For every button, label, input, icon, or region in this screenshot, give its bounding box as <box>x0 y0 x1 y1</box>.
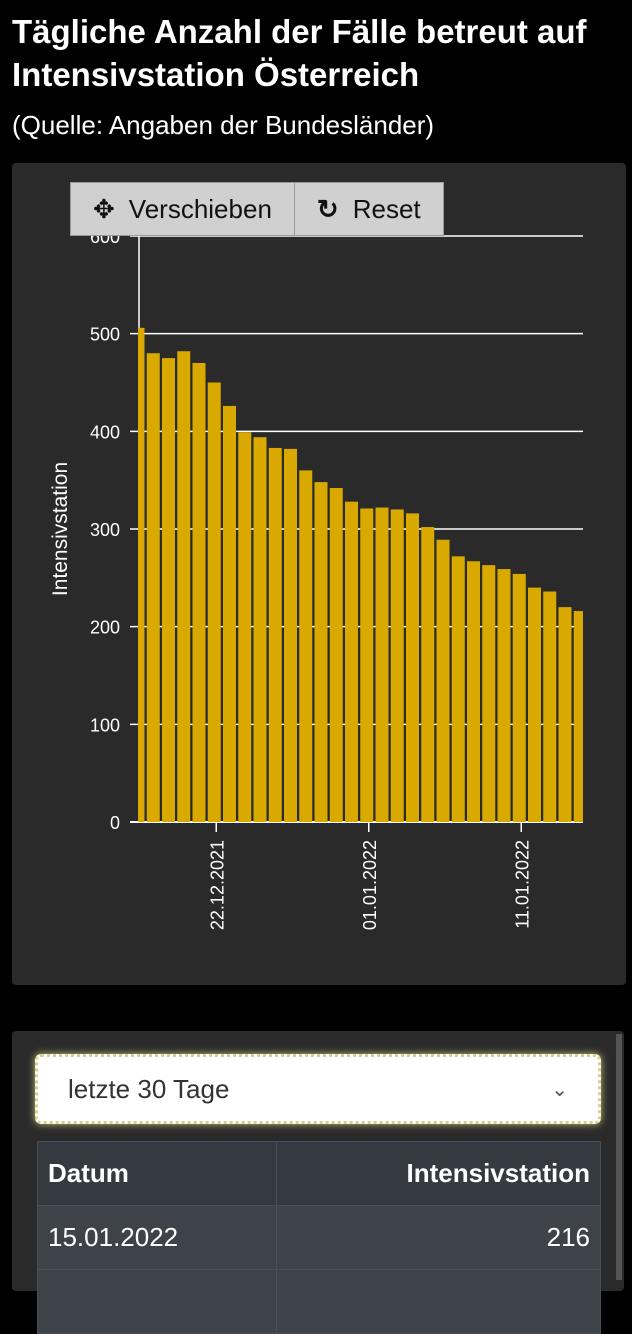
bar[interactable] <box>299 470 313 822</box>
scrollbar[interactable] <box>616 1034 622 1280</box>
bar[interactable] <box>253 437 267 822</box>
data-table: Datum Intensivstation 15.01.2022 216 <box>36 1141 601 1334</box>
range-select[interactable]: letzte 30 Tage ⌄ <box>35 1054 601 1124</box>
bar[interactable] <box>436 539 450 822</box>
bar[interactable] <box>238 432 252 822</box>
bar[interactable] <box>284 448 297 822</box>
bar[interactable] <box>177 351 191 822</box>
cell-date: 15.01.2022 <box>36 1205 278 1270</box>
y-tick-label: 0 <box>110 813 120 833</box>
bar[interactable] <box>421 527 435 822</box>
bar[interactable] <box>375 507 389 822</box>
chart-toolbar: ✥ Verschieben ↻ Reset <box>70 182 444 236</box>
x-tick-label: 01.01.2022 <box>360 840 380 930</box>
bar[interactable] <box>223 405 236 822</box>
y-tick-label: 200 <box>90 618 120 638</box>
bar[interactable] <box>345 501 358 822</box>
bar[interactable] <box>528 587 541 822</box>
column-header-icu[interactable]: Intensivstation <box>276 1141 601 1206</box>
reset-label: Reset <box>352 193 421 224</box>
x-tick-label: 22.12.2021 <box>207 840 227 930</box>
bar[interactable] <box>406 513 419 822</box>
move-icon: ✥ <box>93 193 115 224</box>
bar[interactable] <box>314 482 328 822</box>
y-tick-label: 100 <box>90 715 120 735</box>
bar[interactable] <box>543 591 557 822</box>
bar[interactable] <box>482 565 496 822</box>
page-subtitle: (Quelle: Angaben der Bundesländer) <box>12 110 435 140</box>
table-header-row: Datum Intensivstation <box>36 1141 601 1206</box>
x-tick-label: 11.01.2022 <box>512 840 532 929</box>
table-row: 15.01.2022 216 <box>36 1205 601 1270</box>
y-tick-label: 400 <box>90 422 120 442</box>
pan-button[interactable]: ✥ Verschieben <box>71 183 295 235</box>
bar[interactable] <box>360 508 374 822</box>
bar[interactable] <box>390 509 404 822</box>
table-row-partial <box>36 1269 601 1334</box>
bar[interactable] <box>329 487 343 822</box>
y-axis-label: Intensivstation <box>49 462 72 596</box>
bar[interactable] <box>451 556 465 822</box>
page-title: Tägliche Anzahl der Fälle betreut auf In… <box>12 13 587 93</box>
bar[interactable] <box>192 362 206 822</box>
y-tick-label: 300 <box>90 520 120 540</box>
column-header-date[interactable]: Datum <box>36 1141 278 1206</box>
reset-icon: ↻ <box>316 193 339 224</box>
bar[interactable] <box>146 353 160 822</box>
bar[interactable] <box>467 561 480 822</box>
bar[interactable] <box>573 611 587 822</box>
reset-button[interactable]: ↻ Reset <box>295 183 443 235</box>
bar[interactable] <box>162 358 175 822</box>
bar[interactable] <box>497 569 511 822</box>
y-tick-label: 500 <box>90 325 120 345</box>
cell-value: 216 <box>276 1205 601 1270</box>
range-select-value: letzte 30 Tage <box>68 1073 230 1104</box>
chevron-down-icon: ⌄ <box>551 1078 568 1101</box>
bar[interactable] <box>132 327 145 822</box>
bar[interactable] <box>512 573 526 822</box>
pan-label: Verschieben <box>128 193 272 224</box>
bar[interactable] <box>558 607 572 822</box>
bar[interactable] <box>207 382 221 823</box>
bar[interactable] <box>268 447 282 822</box>
